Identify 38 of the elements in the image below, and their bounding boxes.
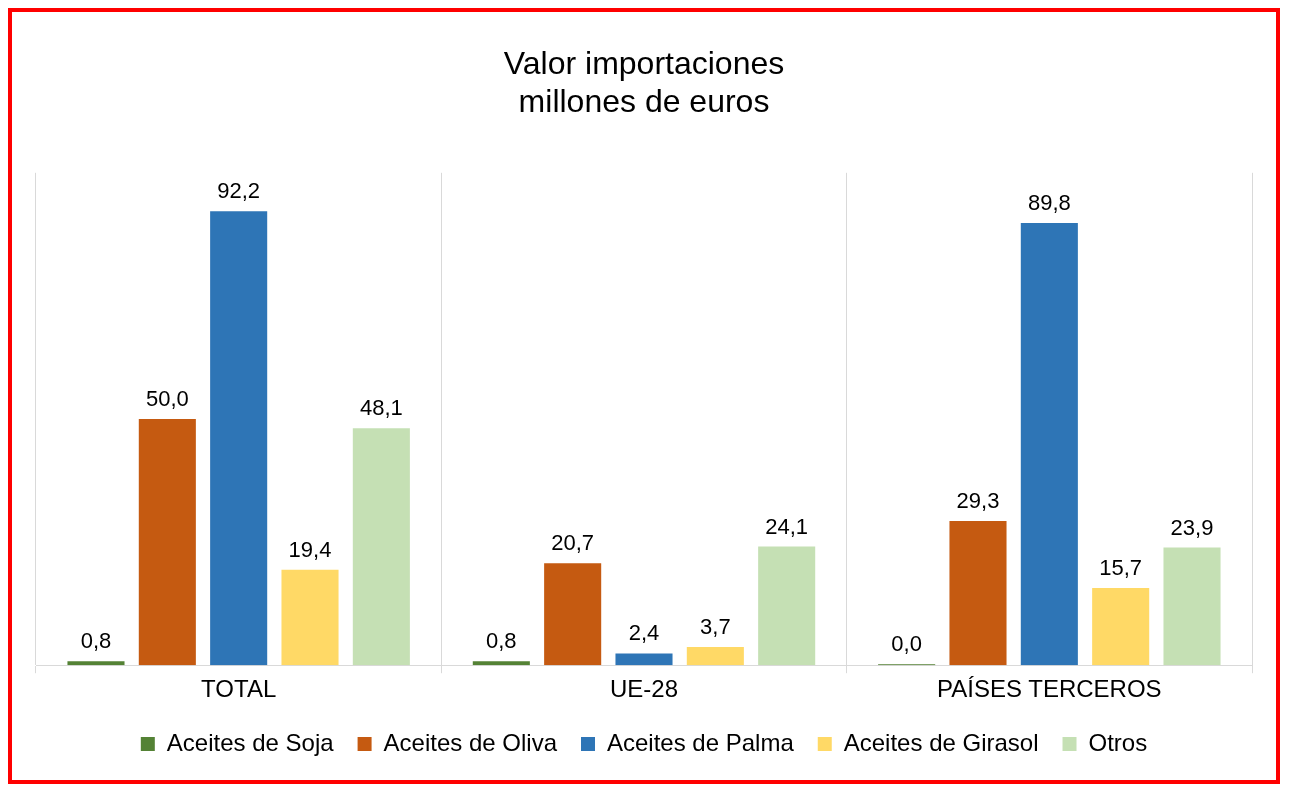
- data-label: 0,8: [486, 628, 517, 654]
- bar: [758, 546, 816, 666]
- bar: [138, 419, 196, 666]
- data-label: 0,0: [891, 631, 922, 657]
- legend-label: Aceites de Girasol: [843, 728, 1039, 756]
- data-label: 23,9: [1170, 514, 1214, 540]
- bar: [1020, 223, 1078, 666]
- legend-label: Otros: [1088, 728, 1148, 756]
- bar: [949, 520, 1007, 666]
- data-label: 19,4: [288, 536, 332, 562]
- data-label: 50,0: [145, 386, 189, 412]
- data-label: 89,8: [1027, 190, 1071, 216]
- bar: [281, 569, 339, 666]
- data-label: 3,7: [700, 614, 731, 640]
- bar: [472, 661, 530, 666]
- x-tick-label: PAÍSES TERCEROS: [937, 675, 1162, 703]
- data-label: 29,3: [956, 487, 1000, 513]
- bar: [544, 563, 602, 666]
- data-label: 15,7: [1099, 554, 1143, 580]
- bar: [1092, 587, 1150, 666]
- data-label: 2,4: [628, 620, 660, 646]
- legend-label: Aceites de Palma: [607, 728, 795, 756]
- x-tick-label: TOTAL: [201, 675, 277, 703]
- data-label: 24,1: [765, 513, 809, 539]
- bar: [686, 646, 744, 666]
- chart-title: Valor importaciones millones de euros: [503, 45, 785, 120]
- data-label: 92,2: [217, 178, 261, 204]
- legend-label: Aceites de Oliva: [383, 728, 558, 756]
- bar: [615, 653, 673, 666]
- data-label: 20,7: [551, 530, 595, 556]
- bar: [352, 428, 410, 666]
- x-tick-label: UE-28: [609, 675, 679, 703]
- data-label: 0,8: [80, 628, 112, 654]
- legend-label: Aceites de Soja: [166, 728, 335, 756]
- bar: [67, 661, 125, 666]
- bar: [1163, 547, 1221, 666]
- bar: [210, 211, 268, 666]
- data-label: 48,1: [359, 395, 403, 421]
